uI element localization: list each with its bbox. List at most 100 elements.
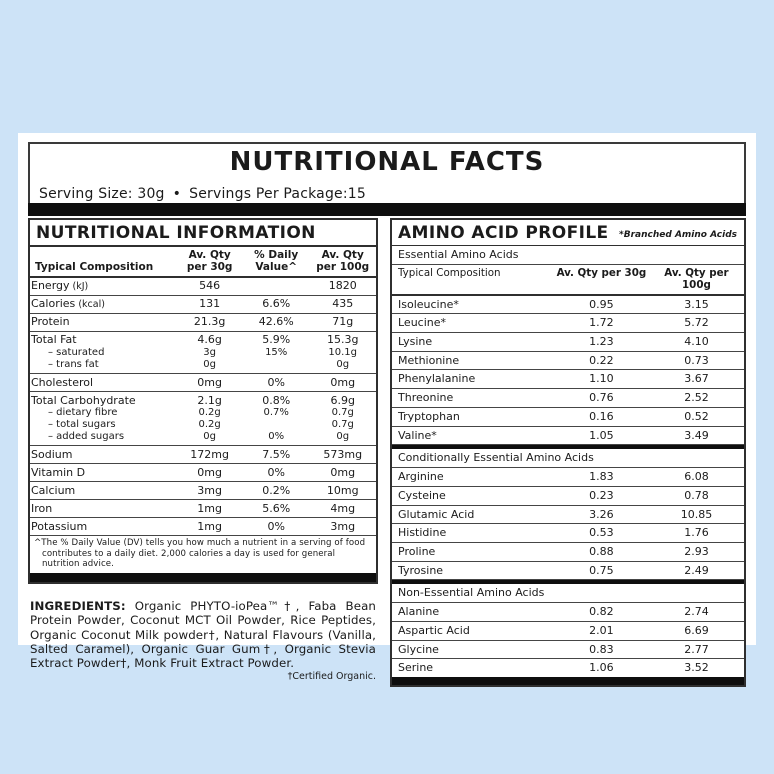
daily-value-cell: 42.6% [242,312,310,332]
certified-organic-footnote: †Certified Organic. [287,670,376,682]
amino-acid-row: Threonine 0.76 2.52 [392,389,744,408]
nutrient-name: Vitamin D [31,465,86,479]
amino-acid-row: Lysine 1.23 4.10 [392,333,744,352]
amino-section-label: Conditionally Essential Amino Acids [392,445,744,469]
qty-per-100g-cell: 15.3g 10.1g 0g [309,330,376,374]
qty-per-30g-cell: 546 [176,277,243,296]
amino-acid-name: Alanine [398,605,440,619]
qty-per-30g-cell: 1mg [176,517,243,535]
qty-per-100g-cell: 435 [309,294,376,314]
amino-qty-per-100g: 4.10 [684,335,709,349]
nutrient-value: 6.9g [330,393,355,407]
nutrient-value: 0% [267,375,285,389]
amino-table-bottom-bar [392,677,744,686]
qty-per-100g-cell: 0mg [309,463,376,482]
daily-value-cell: 0.2% [242,481,310,500]
amino-qty-per-100g: 3.15 [684,297,709,311]
sub-nutrient-value [244,359,309,371]
nutrient-unit: (kcal) [75,299,105,311]
amino-acid-row: Tyrosine 0.75 2.49 [392,562,744,581]
nutrient-name: Iron [31,501,53,515]
nutrition-label-card: NUTRITIONAL FACTS Serving Size: 30g • Serv… [18,133,756,688]
serving-size-text: Serving Size: 30g [39,186,165,202]
amino-qty-per-100g: 1.76 [684,526,709,540]
nutrient-name: Calories (kcal) [31,297,105,311]
amino-qty-per-30g: 1.10 [589,372,614,386]
nutrition-header-row: Typical Composition Av. Qty per 30g % Da… [30,247,376,278]
sub-nutrient-name: – dietary fibre [48,406,118,418]
amino-column-header: Av. Qty per 100g [664,267,729,292]
amino-acid-row: Proline 0.88 2.93 [392,543,744,562]
nutrition-row: Calcium 3mg 0.2% 10mg [30,481,376,500]
amino-qty-per-100g: 3.52 [684,661,709,675]
ingredients-text: INGREDIENTS: Organic PHYTO-ioPea™†, Faba… [30,599,376,670]
nutrition-table-title: NUTRITIONAL INFORMATION [30,220,376,247]
daily-value-cell: 0% [242,517,310,535]
qty-per-100g-cell: 6.9g 0.7g 0.7g 0g [309,390,376,446]
column-header-typical-composition: Typical Composition [30,247,177,278]
nutrient-name-cell: Calories (kcal) [30,294,177,314]
amino-acid-name: Arginine [398,470,444,484]
qty-per-100g-cell: 71g [309,312,376,332]
nutrient-value: 546 [199,279,221,293]
amino-qty-per-100g: 2.52 [684,391,709,405]
amino-acid-name: Leucine* [398,316,447,330]
amino-qty-per-100g: 3.67 [684,372,709,386]
amino-qty-per-100g: 5.72 [684,316,709,330]
sub-nutrient-value: 10.1g [328,346,358,358]
nutrient-value: 1820 [328,279,357,293]
nutrition-row: Vitamin D 0mg 0% 0mg [30,463,376,482]
amino-section-label: Essential Amino Acids [392,246,744,265]
sub-nutrient-name: – saturated [48,346,105,358]
qty-per-100g-cell: 0mg [309,373,376,392]
nutrient-name-cell: Iron [30,499,177,518]
amino-table-sections: Essential Amino Acids Typical Composition… [392,246,744,677]
daily-value-footnote: ^The % Daily Value (DV) tells you how mu… [30,535,376,573]
amino-qty-per-30g: 2.01 [589,624,614,637]
column-header-daily-value: % Daily Value^ [242,247,310,278]
amino-acid-row: Arginine 1.83 6.08 [392,468,744,487]
amino-qty-per-100g: 0.73 [684,353,709,367]
qty-per-30g-cell: 3mg [176,481,243,500]
nutrient-value: 0% [267,519,285,533]
ingredients-list: Organic PHYTO-ioPea™†, Faba Bean Protein… [30,599,376,670]
daily-value-cell: 6.6% [242,294,310,314]
nutrient-name-cell: Protein [30,312,177,332]
nutrient-name-cell: Cholesterol [30,373,177,392]
amino-acid-name: Threonine [398,391,454,405]
ingredients-section: INGREDIENTS: Organic PHYTO-ioPea™†, Faba… [28,599,378,682]
amino-acid-row: Glycine 0.83 2.77 [392,641,744,660]
qty-per-100g-cell: 1820 [309,277,376,296]
qty-per-100g-cell: 3mg [309,517,376,535]
qty-per-30g-cell: 172mg [176,445,243,464]
nutrition-row: Protein 21.3g 42.6% 71g [30,312,376,332]
amino-qty-per-30g: 1.23 [589,335,614,349]
nutrition-row: Total Carbohydrate – dietary fibre – total… [30,390,376,446]
bullet-separator: • [172,186,182,202]
amino-qty-per-100g: 2.49 [684,563,709,577]
amino-qty-per-100g: 2.93 [684,544,709,558]
amino-acid-row: Aspartic Acid 2.01 6.69 [392,622,744,641]
nutrition-row: Cholesterol 0mg 0% 0mg [30,373,376,392]
nutrient-value: 1mg [197,501,222,515]
amino-acid-name: Glycine [398,642,439,656]
nutrition-row: Iron 1mg 5.6% 4mg [30,499,376,518]
amino-acid-name: Valine* [398,428,437,442]
nutrient-name: Potassium [31,519,88,533]
qty-per-30g-cell: 21.3g [176,312,243,332]
sub-nutrient-name: – trans fat [48,358,99,370]
amino-qty-per-30g: 1.06 [589,661,614,675]
daily-value-cell: 7.5% [242,445,310,464]
nutrient-value: 172mg [190,447,229,461]
sub-nutrient-value: 15% [265,346,288,358]
nutrient-name: Sodium [31,447,73,461]
nutrient-value: 0.8% [262,393,291,407]
sub-nutrient-value: 3g [203,346,217,358]
nutrition-row: Calories (kcal) 131 6.6% 435 [30,294,376,314]
nutrient-value: 5.6% [262,501,291,515]
sub-nutrient-value: 0g [203,358,217,370]
nutrition-table: Typical Composition Av. Qty per 30g % Da… [30,247,376,535]
amino-qty-per-30g: 0.95 [589,297,614,311]
amino-qty-per-30g: 0.88 [589,544,614,558]
